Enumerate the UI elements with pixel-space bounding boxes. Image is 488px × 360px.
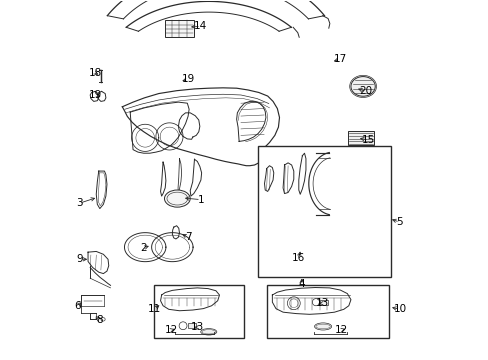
Text: 8: 8 <box>96 315 103 325</box>
Bar <box>347 131 373 145</box>
Bar <box>188 323 196 328</box>
Bar <box>320 300 327 305</box>
Text: 1: 1 <box>197 195 204 204</box>
Bar <box>258 146 390 277</box>
Text: 4: 4 <box>298 279 305 289</box>
Text: 5: 5 <box>396 217 403 227</box>
Text: 19: 19 <box>181 74 194 84</box>
Ellipse shape <box>166 192 187 205</box>
Bar <box>165 20 193 37</box>
Ellipse shape <box>164 190 190 207</box>
Text: 19: 19 <box>88 90 102 100</box>
Text: 6: 6 <box>74 301 81 311</box>
Text: 17: 17 <box>333 54 346 64</box>
Text: 12: 12 <box>164 325 178 335</box>
Text: 18: 18 <box>88 68 102 78</box>
Text: 13: 13 <box>315 298 328 308</box>
Bar <box>266 285 388 338</box>
Ellipse shape <box>314 323 331 330</box>
Text: 11: 11 <box>147 304 161 314</box>
Text: 20: 20 <box>359 86 372 96</box>
Text: 15: 15 <box>362 135 375 145</box>
Text: 3: 3 <box>76 198 82 208</box>
Ellipse shape <box>201 329 216 335</box>
Text: 14: 14 <box>194 21 207 31</box>
Text: 13: 13 <box>190 322 203 332</box>
Ellipse shape <box>350 77 374 96</box>
Text: 9: 9 <box>77 254 83 264</box>
Ellipse shape <box>101 318 105 321</box>
Bar <box>154 285 244 338</box>
Text: 16: 16 <box>291 253 305 263</box>
Text: 12: 12 <box>334 325 347 335</box>
Text: 7: 7 <box>184 232 191 242</box>
Text: 10: 10 <box>392 304 406 314</box>
Text: 2: 2 <box>140 243 147 253</box>
